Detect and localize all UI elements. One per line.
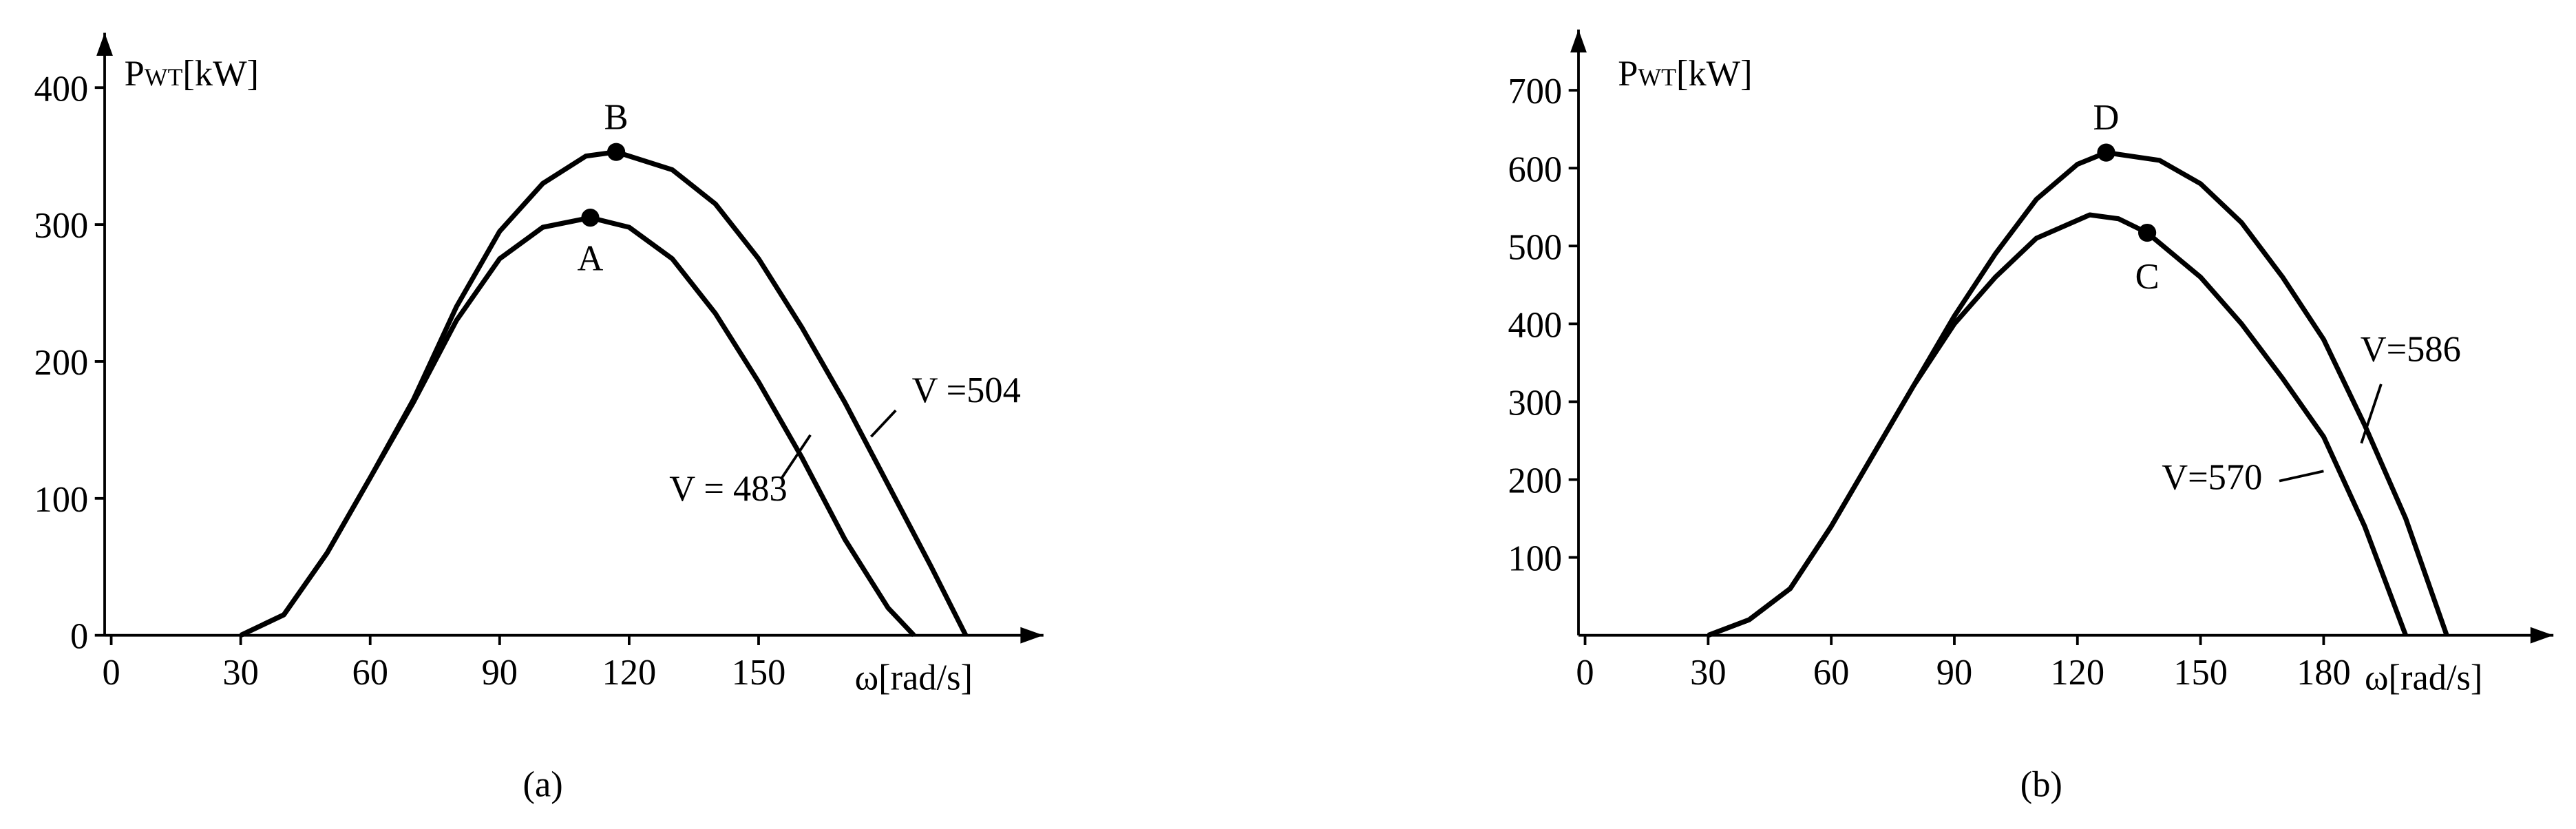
- x-tick-label: 0: [1576, 653, 1594, 693]
- y-label-unit: [kW]: [182, 54, 259, 94]
- x-tick-label: 60: [352, 653, 388, 693]
- y-tick-label: 200: [34, 343, 89, 383]
- y-axis-arrow: [96, 32, 113, 56]
- caption: (a): [522, 764, 562, 804]
- x-tick-label: 30: [1690, 653, 1726, 693]
- y-tick-label: 600: [1508, 149, 1562, 189]
- y-tick-label: 100: [34, 480, 89, 520]
- y-tick-label: 300: [1508, 384, 1562, 423]
- point-label: B: [604, 97, 629, 137]
- x-tick-label: 60: [1813, 653, 1849, 693]
- curve: [240, 149, 969, 638]
- y-tick-label: 100: [1508, 539, 1562, 579]
- x-tick-label: 120: [602, 653, 657, 693]
- y-tick-label: 400: [1508, 305, 1562, 345]
- point-marker: [2137, 223, 2157, 242]
- x-tick-label: 150: [732, 653, 786, 693]
- series-label: V =504: [912, 370, 1021, 410]
- x-axis-label: ω[rad/s]: [855, 658, 973, 697]
- y-tick-label: 400: [34, 69, 89, 109]
- y-label-main: P: [125, 54, 145, 94]
- series-label: V=570: [2162, 457, 2262, 497]
- caption: (b): [2020, 764, 2062, 804]
- series-label: V=586: [2361, 330, 2461, 370]
- x-tick-label: 90: [482, 653, 518, 693]
- x-tick-label: 0: [102, 653, 120, 693]
- y-tick-label: 300: [34, 206, 89, 246]
- point-label: D: [2093, 98, 2120, 138]
- y-axis-label: PWT[kW]: [125, 54, 259, 94]
- y-axis-label: PWT[kW]: [1618, 54, 1752, 94]
- y-axis-arrow: [1570, 29, 1587, 53]
- x-tick-label: 30: [222, 653, 258, 693]
- x-axis-label: ω[rad/s]: [2365, 658, 2482, 697]
- label-leader: [870, 409, 897, 438]
- series-label: V = 483: [669, 469, 787, 509]
- point-label: C: [2135, 257, 2160, 297]
- y-label-sub: WT: [145, 63, 183, 91]
- curve: [240, 215, 916, 638]
- x-axis-arrow: [2530, 627, 2554, 644]
- x-tick-label: 120: [2050, 653, 2104, 693]
- point-marker: [581, 209, 600, 227]
- x-tick-label: 150: [2173, 653, 2228, 693]
- point-marker: [606, 143, 626, 161]
- y-label-unit: [kW]: [1676, 54, 1753, 94]
- point-marker: [2097, 143, 2115, 162]
- curve: [1707, 212, 2408, 638]
- y-tick-label: 700: [1508, 72, 1562, 112]
- x-axis-arrow: [1020, 627, 1044, 644]
- x-tick-label: 180: [2297, 653, 2351, 693]
- curve: [1707, 150, 2449, 638]
- y-label-main: P: [1618, 54, 1638, 94]
- label-leader: [779, 434, 812, 481]
- y-tick-label: 0: [70, 617, 88, 657]
- y-label-sub: WT: [1638, 63, 1676, 91]
- y-tick-label: 200: [1508, 461, 1562, 501]
- label-leader: [2360, 384, 2383, 444]
- x-tick-label: 90: [1936, 653, 1972, 693]
- y-tick-label: 500: [1508, 227, 1562, 267]
- point-label: A: [578, 238, 604, 278]
- label-leader: [2279, 470, 2324, 483]
